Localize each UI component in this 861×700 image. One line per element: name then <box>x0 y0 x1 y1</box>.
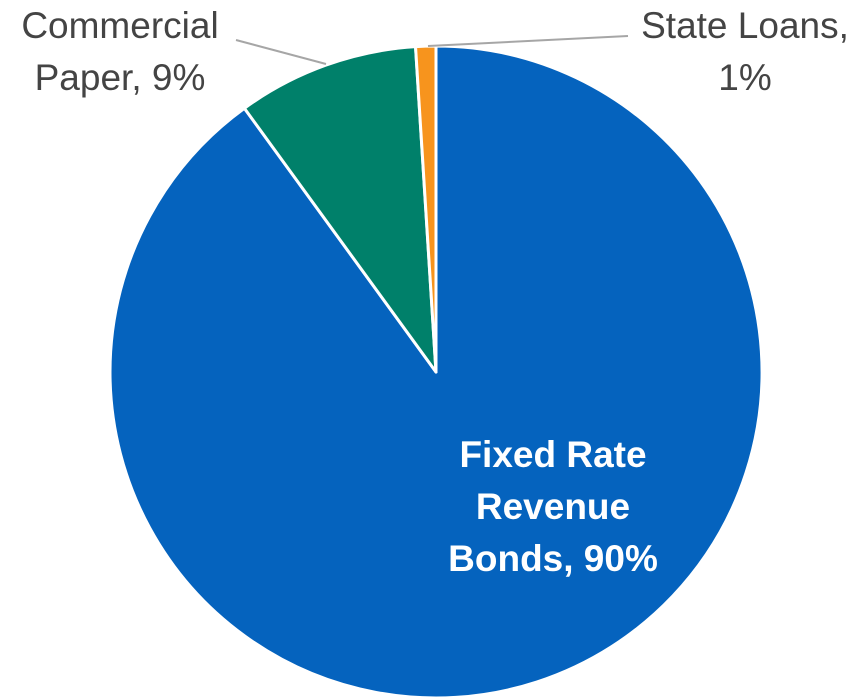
slice-label-line: Fixed Rate <box>459 434 646 475</box>
slice-label-state-loans: State Loans, 1% <box>641 5 849 98</box>
slice-label-fixed-rate-revenue-bonds: Fixed Rate Revenue Bonds, 90% <box>448 434 658 579</box>
slice-label-line: 1% <box>718 57 771 98</box>
slice-label-line: Bonds, 90% <box>448 538 658 579</box>
slice-label-line: State Loans, <box>641 5 849 46</box>
leader-line-commercial-paper <box>236 40 326 64</box>
slice-label-line: Revenue <box>476 486 630 527</box>
leader-line-state-loans <box>428 36 628 46</box>
slice-label-line: Paper, 9% <box>35 57 206 98</box>
slice-label-commercial-paper: Commercial Paper, 9% <box>21 5 218 98</box>
pie-slices <box>110 46 762 698</box>
slice-label-line: Commercial <box>21 5 218 46</box>
